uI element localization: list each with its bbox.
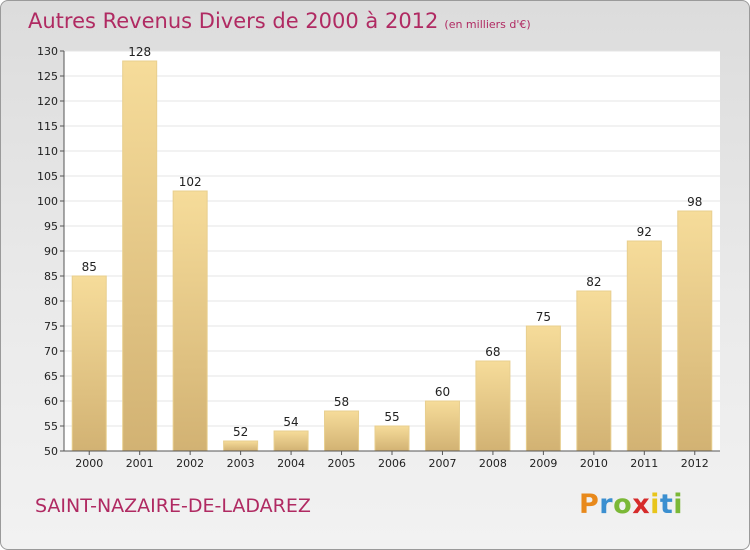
bar-value-label: 85 (82, 260, 97, 274)
bar-2005 (324, 410, 360, 452)
logo-letter: i (650, 489, 660, 520)
logo-letter: i (673, 489, 684, 520)
y-tick-label: 130 (37, 45, 58, 58)
y-tick-label: 105 (37, 170, 58, 183)
bar-value-label: 52 (233, 425, 248, 439)
y-tick-label: 85 (44, 270, 58, 283)
y-tick-label: 70 (44, 345, 58, 358)
x-tick-label: 2009 (529, 457, 557, 470)
y-tick-label: 120 (37, 95, 58, 108)
y-tick-label: 60 (44, 395, 58, 408)
chart-subtitle: (en milliers d'€) (444, 18, 531, 31)
bar-value-label: 75 (536, 310, 551, 324)
logo-letter: P (579, 489, 600, 520)
bar-2000 (71, 275, 107, 452)
commune-name: SAINT-NAZAIRE-DE-LADAREZ (35, 495, 311, 517)
x-tick-label: 2003 (227, 457, 255, 470)
bar-value-label: 60 (435, 385, 450, 399)
x-tick-label: 2007 (428, 457, 456, 470)
bar-2008 (475, 360, 511, 452)
bar-2009 (525, 325, 561, 452)
bar-2004 (273, 430, 309, 452)
bar-value-label: 92 (637, 225, 652, 239)
x-tick-label: 2008 (479, 457, 507, 470)
logo-letter: t (659, 489, 674, 520)
chart-title: Autres Revenus Divers de 2000 à 2012 (en … (28, 9, 531, 33)
bar-2010 (576, 290, 612, 452)
logo-letter: r (599, 489, 614, 520)
x-tick-label: 2002 (176, 457, 204, 470)
y-tick-label: 125 (37, 70, 58, 83)
bar-2003 (223, 440, 259, 452)
x-tick-label: 2011 (630, 457, 658, 470)
x-tick-label: 2012 (681, 457, 709, 470)
bar-value-label: 82 (586, 275, 601, 289)
bars: 85 128 102 52 54 58 55 60 68 75 82 92 98 (71, 45, 713, 452)
bar-value-label: 68 (485, 345, 500, 359)
y-tick-label: 115 (37, 120, 58, 133)
y-tick-label: 75 (44, 320, 58, 333)
x-tick-label: 2006 (378, 457, 406, 470)
logo-letter: x (632, 489, 651, 520)
y-tick-label: 100 (37, 195, 58, 208)
y-tick-label: 90 (44, 245, 58, 258)
title-text: Autres Revenus Divers de 2000 à 2012 (28, 9, 439, 33)
bar-2001 (122, 60, 158, 452)
bar-2006 (374, 425, 410, 452)
bar-value-label: 128 (128, 45, 151, 59)
bar-2012 (677, 210, 713, 452)
bar-2007 (424, 400, 460, 452)
x-tick-label: 2001 (126, 457, 154, 470)
bar-value-label: 55 (384, 410, 399, 424)
x-tick-label: 2010 (580, 457, 608, 470)
logo-letter: o (613, 489, 633, 520)
y-tick-label: 65 (44, 370, 58, 383)
y-tick-label: 110 (37, 145, 58, 158)
bar-2011 (626, 240, 662, 452)
y-tick-label: 95 (44, 220, 58, 233)
bar-value-label: 102 (179, 175, 202, 189)
proxiti-logo[interactable]: Proxiti (579, 489, 683, 520)
bar-2002 (172, 190, 208, 452)
y-tick-label: 50 (44, 445, 58, 458)
x-tick-label: 2004 (277, 457, 305, 470)
x-tick-label: 2000 (75, 457, 103, 470)
bar-value-label: 54 (283, 415, 298, 429)
bar-value-label: 98 (687, 195, 702, 209)
axes: 50 55 60 65 70 75 80 85 90 95 100 105 110 115 120 125 13… (37, 45, 720, 470)
y-tick-label: 80 (44, 295, 58, 308)
y-tick-label: 55 (44, 420, 58, 433)
bar-value-label: 58 (334, 395, 349, 409)
x-tick-label: 2005 (328, 457, 356, 470)
